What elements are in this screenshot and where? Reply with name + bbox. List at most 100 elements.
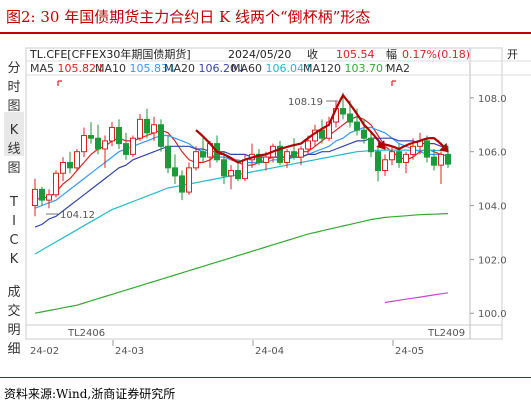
side-tab-char: 成 [7,285,20,300]
y-tick-label: 102.0 [478,255,507,266]
candle [291,138,297,160]
y-tick-label: 100.0 [478,309,507,320]
candle-body [81,135,87,153]
y-tick-label: 104.0 [478,202,507,213]
y-tick-label: 106.0 [478,148,507,159]
candle-body [389,151,395,161]
price-value: 105.54 [336,48,375,61]
candle-body [410,145,416,155]
candle-body [438,153,444,166]
candle-body [403,153,409,163]
side-tab-char: 时 [7,80,20,95]
candle [277,140,283,166]
candle [46,189,52,209]
candle [424,135,430,163]
side-tab-char: 分 [7,61,20,76]
candle-body [424,140,430,158]
candle [368,132,374,158]
candle [53,170,59,198]
candle [109,122,115,147]
pattern-arrowhead [439,142,449,153]
side-tab-char: K [10,123,19,138]
candle [172,154,178,184]
candle [116,119,122,149]
candle [403,151,409,174]
candle [179,170,185,201]
candle-body [39,188,45,201]
candle-body [382,159,388,172]
side-tab-kline-bg [4,112,24,156]
corner-mark-right [391,80,396,86]
candle [144,108,150,139]
change-label: 幅 [386,48,397,61]
candle [32,178,38,217]
candle-body [375,151,381,172]
candle [319,119,325,144]
candle-body [200,151,206,158]
figure-title: 图2: 30 年国债期货主力合约日 K 线两个“倒杯柄”形态 [6,8,371,26]
candle-body [102,140,108,150]
candle-body [221,159,227,177]
candle-body [137,118,143,139]
candle-body [347,113,353,123]
candle [431,149,437,171]
candle-body [242,159,248,180]
candle [382,154,388,176]
contract-label-left: TL2406 [67,328,105,339]
candle-body [32,188,38,207]
candle [375,146,381,182]
side-tab[interactable]: 分时图 [7,61,20,114]
low-label: 104.12 [60,210,95,221]
candle [298,146,304,166]
contract-name: TL.CFE[CFFEX30年期国债期货] [29,47,191,61]
candle [123,132,129,160]
candle [158,119,164,152]
ma-legend-item: MA10 105.83↓ [95,62,177,75]
y-axis: 100.0 102.0 104.0 106.0 108.0 [470,94,507,320]
candle-body [361,129,367,139]
high-label: 108.19 [288,97,323,108]
side-tab-char: I [12,214,16,229]
candle [130,135,136,158]
ma-legend-item: MA60 106.04↑ [231,62,313,75]
ma-legend-item: MA2 [386,62,410,75]
candle-body [88,135,94,139]
side-tab[interactable]: K线图 [7,123,20,176]
candle [74,149,80,171]
candle-body [151,124,157,134]
candle-body [228,170,234,177]
corner-mark-left [57,80,62,86]
ma-legend-item: MA20 106.20↓ [164,62,246,75]
candle [396,143,402,168]
price-annotations: 108.19 104.12 [46,97,338,221]
candle [221,151,227,184]
side-tab-char: 明 [7,323,20,338]
candle [200,138,206,163]
change-value: 0.17%(0.18) [402,48,470,61]
plot-frame [25,47,503,340]
candle [95,124,101,155]
month-label: 24-03 [115,346,144,357]
pattern-line [195,93,386,164]
ma-legend: MA5 105.82↓MA10 105.83↓MA20 106.20↓MA60 … [30,62,410,75]
pattern-line [377,137,449,153]
candle [438,151,444,184]
candle-body [74,151,80,169]
candle-body [95,137,101,150]
candle-body [277,145,283,163]
month-label: 24-04 [255,346,284,357]
candle-body [256,153,262,163]
ma-line-ma20 [34,137,448,228]
candle-body [431,156,437,166]
candles [32,92,451,217]
candle-body [298,148,304,158]
candle-body [186,167,192,193]
candle-body [144,118,150,134]
candle [165,135,171,174]
y-tick-label: 108.0 [478,94,507,105]
source-divider [0,377,531,378]
candle-body [67,161,73,169]
